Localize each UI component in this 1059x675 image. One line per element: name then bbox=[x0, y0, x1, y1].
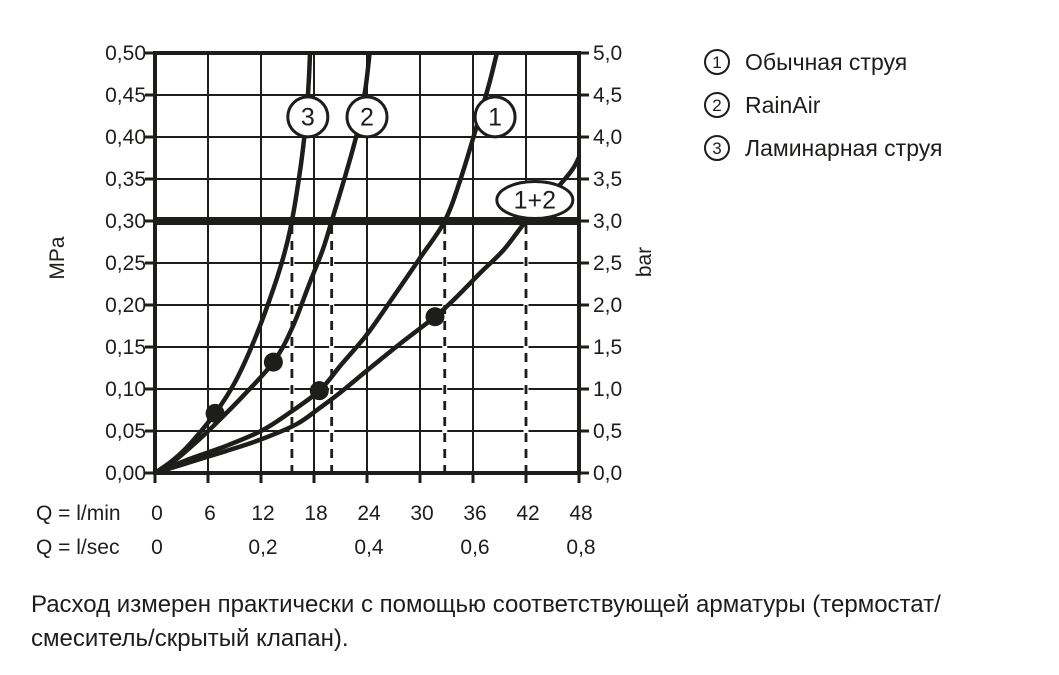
y-axis-right-unit: bar bbox=[633, 247, 656, 277]
legend-item-1: 1 Обычная струя bbox=[704, 49, 942, 75]
svg-text:30: 30 bbox=[410, 502, 433, 525]
curve-1 bbox=[155, 53, 500, 473]
svg-text:36: 36 bbox=[463, 502, 486, 525]
svg-text:24: 24 bbox=[357, 502, 381, 525]
svg-text:1,0: 1,0 bbox=[593, 378, 622, 401]
svg-text:0,45: 0,45 bbox=[105, 84, 146, 107]
curve-label-2: 2 bbox=[360, 103, 374, 131]
svg-text:0,4: 0,4 bbox=[354, 536, 384, 559]
svg-text:12: 12 bbox=[251, 502, 274, 525]
legend-label-3: Ламинарная струя bbox=[745, 134, 943, 161]
flow-pressure-chart: 3 2 1 1+2 0,50 0,45 0,40 0,35 0,30 0,25 0,20 0,15 0,… bbox=[36, 42, 656, 559]
curve-label-1: 1 bbox=[488, 103, 502, 131]
svg-text:5,0: 5,0 bbox=[593, 42, 622, 65]
measurement-dot bbox=[309, 381, 329, 401]
measurement-dots bbox=[205, 307, 445, 423]
svg-text:0,40: 0,40 bbox=[105, 126, 146, 149]
svg-text:6: 6 bbox=[204, 502, 216, 525]
dashed-markers bbox=[289, 225, 529, 472]
y-axis-right-labels: 5,0 4,5 4,0 3,5 3,0 2,5 2,0 1,5 1,0 0,5 0,0 bbox=[593, 42, 622, 485]
chart-svg: 3 2 11+20,500,450,400,350,300,250,200,150,… bbox=[36, 42, 656, 559]
x-axis-lsec-unit: Q = l/sec bbox=[36, 536, 119, 559]
svg-text:2,0: 2,0 bbox=[593, 294, 622, 317]
svg-text:0,20: 0,20 bbox=[105, 294, 146, 317]
circled-number-1-icon: 1 bbox=[704, 49, 730, 75]
x-axis-lmin-labels: Q = l/min 0 6 12 18 24 30 36 42 48 bbox=[36, 502, 593, 525]
legend-label-1: Обычная струя bbox=[745, 48, 908, 75]
svg-text:42: 42 bbox=[516, 502, 539, 525]
svg-text:0,6: 0,6 bbox=[460, 536, 489, 559]
footnote-line-2: смеситель/скрытый клапан). bbox=[31, 625, 349, 652]
svg-text:0,00: 0,00 bbox=[105, 462, 146, 485]
legend-label-2: RainAir bbox=[745, 91, 821, 118]
measurement-dot bbox=[205, 403, 225, 423]
circled-number-2-icon: 2 bbox=[704, 92, 730, 118]
legend-item-3: 3 Ламинарная струя bbox=[704, 135, 942, 161]
svg-text:0,8: 0,8 bbox=[566, 536, 595, 559]
svg-text:2,5: 2,5 bbox=[593, 252, 622, 275]
x-axis-lmin-unit: Q = l/min bbox=[36, 502, 121, 525]
svg-text:3,5: 3,5 bbox=[593, 168, 622, 191]
svg-text:48: 48 bbox=[569, 502, 592, 525]
svg-text:0,35: 0,35 bbox=[105, 168, 146, 191]
curve-label-1+2: 1+2 bbox=[514, 187, 556, 215]
svg-text:0,25: 0,25 bbox=[105, 252, 146, 275]
svg-text:0,5: 0,5 bbox=[593, 420, 622, 443]
curve-labels: 3 2 1 1+2 bbox=[286, 95, 575, 220]
svg-text:0: 0 bbox=[151, 536, 163, 559]
svg-text:0,10: 0,10 bbox=[105, 378, 146, 401]
footnote: Расход измерен практически с помощью соо… bbox=[31, 588, 1041, 656]
svg-text:0,50: 0,50 bbox=[105, 42, 146, 65]
svg-text:1,5: 1,5 bbox=[593, 336, 622, 359]
svg-text:0: 0 bbox=[151, 502, 163, 525]
svg-text:4,0: 4,0 bbox=[593, 126, 622, 149]
y-axis-left-labels: 0,50 0,45 0,40 0,35 0,30 0,25 0,20 0,15 0,10 0,05… bbox=[105, 42, 146, 485]
svg-text:3,0: 3,0 bbox=[593, 210, 622, 233]
x-axis-lsec-labels: Q = l/sec 0 0,2 0,4 0,6 0,8 bbox=[36, 536, 596, 559]
svg-text:18: 18 bbox=[304, 502, 327, 525]
curve-label-3: 3 bbox=[301, 103, 315, 131]
legend: 1 Обычная струя 2 RainAir 3 Ламинарная с… bbox=[704, 49, 942, 178]
measurement-dot bbox=[263, 352, 283, 372]
svg-text:0,2: 0,2 bbox=[248, 536, 277, 559]
svg-text:0,30: 0,30 bbox=[105, 210, 146, 233]
legend-item-2: 2 RainAir bbox=[704, 92, 942, 118]
svg-text:0,05: 0,05 bbox=[105, 420, 146, 443]
footnote-line-1: Расход измерен практически с помощью соо… bbox=[31, 591, 941, 618]
measurement-dot bbox=[425, 307, 445, 327]
y-axis-left-unit: MPa bbox=[46, 236, 69, 280]
svg-text:0,15: 0,15 bbox=[105, 336, 146, 359]
svg-text:4,5: 4,5 bbox=[593, 84, 622, 107]
circled-number-3-icon: 3 bbox=[704, 135, 730, 161]
svg-text:0,0: 0,0 bbox=[593, 462, 622, 485]
plot-border bbox=[153, 51, 581, 475]
